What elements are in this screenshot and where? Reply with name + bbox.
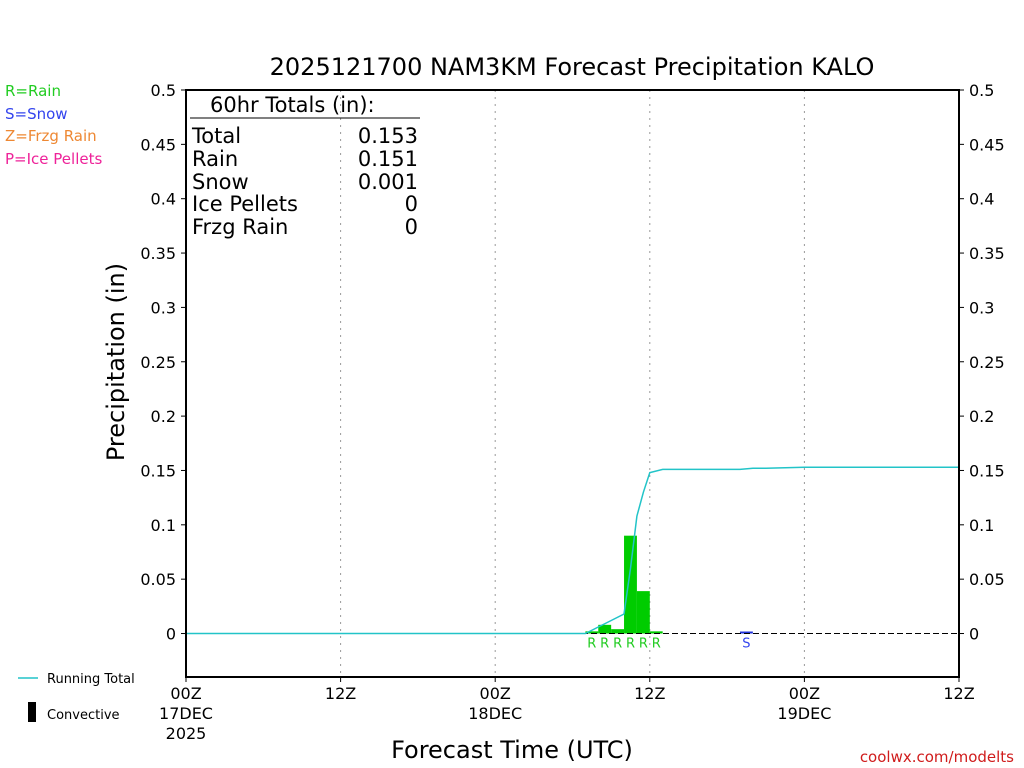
chart-title: 2025121700 NAM3KM Forecast Precipitation… [270,53,875,81]
y-tick-label-right-9: 0.05 [969,570,1005,589]
totals-box: 60hr Totals (in): Total 0.153 Rain 0.151… [190,93,420,239]
totals-row-snow-label: Snow [192,170,249,194]
running-total-legend-label: Running Total [47,672,135,687]
y-tick-label-left-8: 0.1 [151,516,176,535]
y-tick-label-right-10: 0 [969,625,979,644]
precip-bar-6 [739,631,753,634]
totals-row-frzgrain-value: 0 [405,215,418,239]
y-tick-label-right-6: 0.2 [969,407,994,426]
y-tick-label-left-0: 0.5 [151,81,176,100]
precip-type-label-3: R [626,637,635,652]
x-tick-label-3: 12Z [634,684,665,703]
totals-heading: 60hr Totals (in): [210,93,375,117]
y-tick-label-right-8: 0.1 [969,516,994,535]
precip-type-label-1: R [600,637,609,652]
legend-ice-pellets: P=Ice Pellets [5,150,102,168]
y-tick-label-right-1: 0.45 [969,135,1005,154]
y-tick-label-right-4: 0.3 [969,298,994,317]
totals-row-rain-value: 0.151 [358,147,418,171]
type-legend: R=Rain S=Snow Z=Frzg Rain P=Ice Pellets [5,82,102,168]
precip-type-label-4: R [639,637,648,652]
legend-snow: S=Snow [5,105,68,123]
running-total-series [186,466,959,635]
x-tick-date-4: 19DEC [777,704,831,723]
totals-row-frzgrain-label: Frzg Rain [192,215,288,239]
credit-text: coolwx.com/modelts [860,748,1014,766]
y-tick-label-left-1: 0.45 [140,135,176,154]
totals-row-rain-label: Rain [192,147,238,171]
y-tick-label-right-5: 0.25 [969,353,1005,372]
x-tick-label-5: 12Z [943,684,974,703]
precip-type-label-2: R [613,637,622,652]
y-ticks: 0.5 0.5 0.45 0.45 0.4 0.4 0.35 0.35 0.3 0.3 0.25 0.… [140,81,1004,644]
y-tick-label-left-9: 0.05 [140,570,176,589]
precip-bar-2 [611,629,625,634]
x-tick-date-2: 18DEC [468,704,522,723]
convective-legend-swatch [28,702,36,722]
x-tick-label-2: 00Z [480,684,511,703]
y-tick-label-right-2: 0.4 [969,190,994,209]
precip-type-label-6: S [742,637,750,652]
x-tick-date-0: 17DEC [159,704,213,723]
legend-rain: R=Rain [5,82,61,100]
convective-legend-label: Convective [47,708,120,723]
x-tick-label-0: 00Z [170,684,201,703]
precip-type-label-0: R [587,637,596,652]
y-tick-label-right-0: 0.5 [969,81,994,100]
y-tick-label-left-3: 0.35 [140,244,176,263]
x-tick-year-0: 2025 [166,724,207,743]
precip-bar-3 [624,535,637,634]
plot-frame [185,89,960,678]
totals-row-total-label: Total [191,124,241,148]
totals-row-total-value: 0.153 [358,124,418,148]
running-total-line [186,466,959,635]
precip-bars [585,535,753,634]
y-tick-label-left-2: 0.4 [151,190,176,209]
y-tick-label-left-5: 0.25 [140,353,176,372]
y-tick-label-left-10: 0 [166,625,176,644]
y-tick-label-left-4: 0.3 [151,298,176,317]
legend-frzg-rain: Z=Frzg Rain [5,127,97,145]
x-axis-label: Forecast Time (UTC) [391,736,633,764]
line-legend: Running Total Convective [18,672,135,723]
totals-row-icepellets-label: Ice Pellets [192,192,298,216]
x-tick-label-4: 00Z [789,684,820,703]
precip-bar-5 [649,631,663,634]
precip-bar-0 [585,631,599,634]
y-tick-label-right-7: 0.15 [969,461,1005,480]
precip-type-label-5: R [652,637,661,652]
y-tick-label-left-6: 0.2 [151,407,176,426]
y-tick-label-left-7: 0.15 [140,461,176,480]
y-tick-label-right-3: 0.35 [969,244,1005,263]
precip-bar-4 [636,591,650,634]
totals-row-icepellets-value: 0 [405,192,418,216]
totals-row-snow-value: 0.001 [358,170,418,194]
x-tick-label-1: 12Z [325,684,356,703]
precip-bar-1 [598,624,612,634]
y-axis-label: Precipitation (in) [102,263,130,461]
